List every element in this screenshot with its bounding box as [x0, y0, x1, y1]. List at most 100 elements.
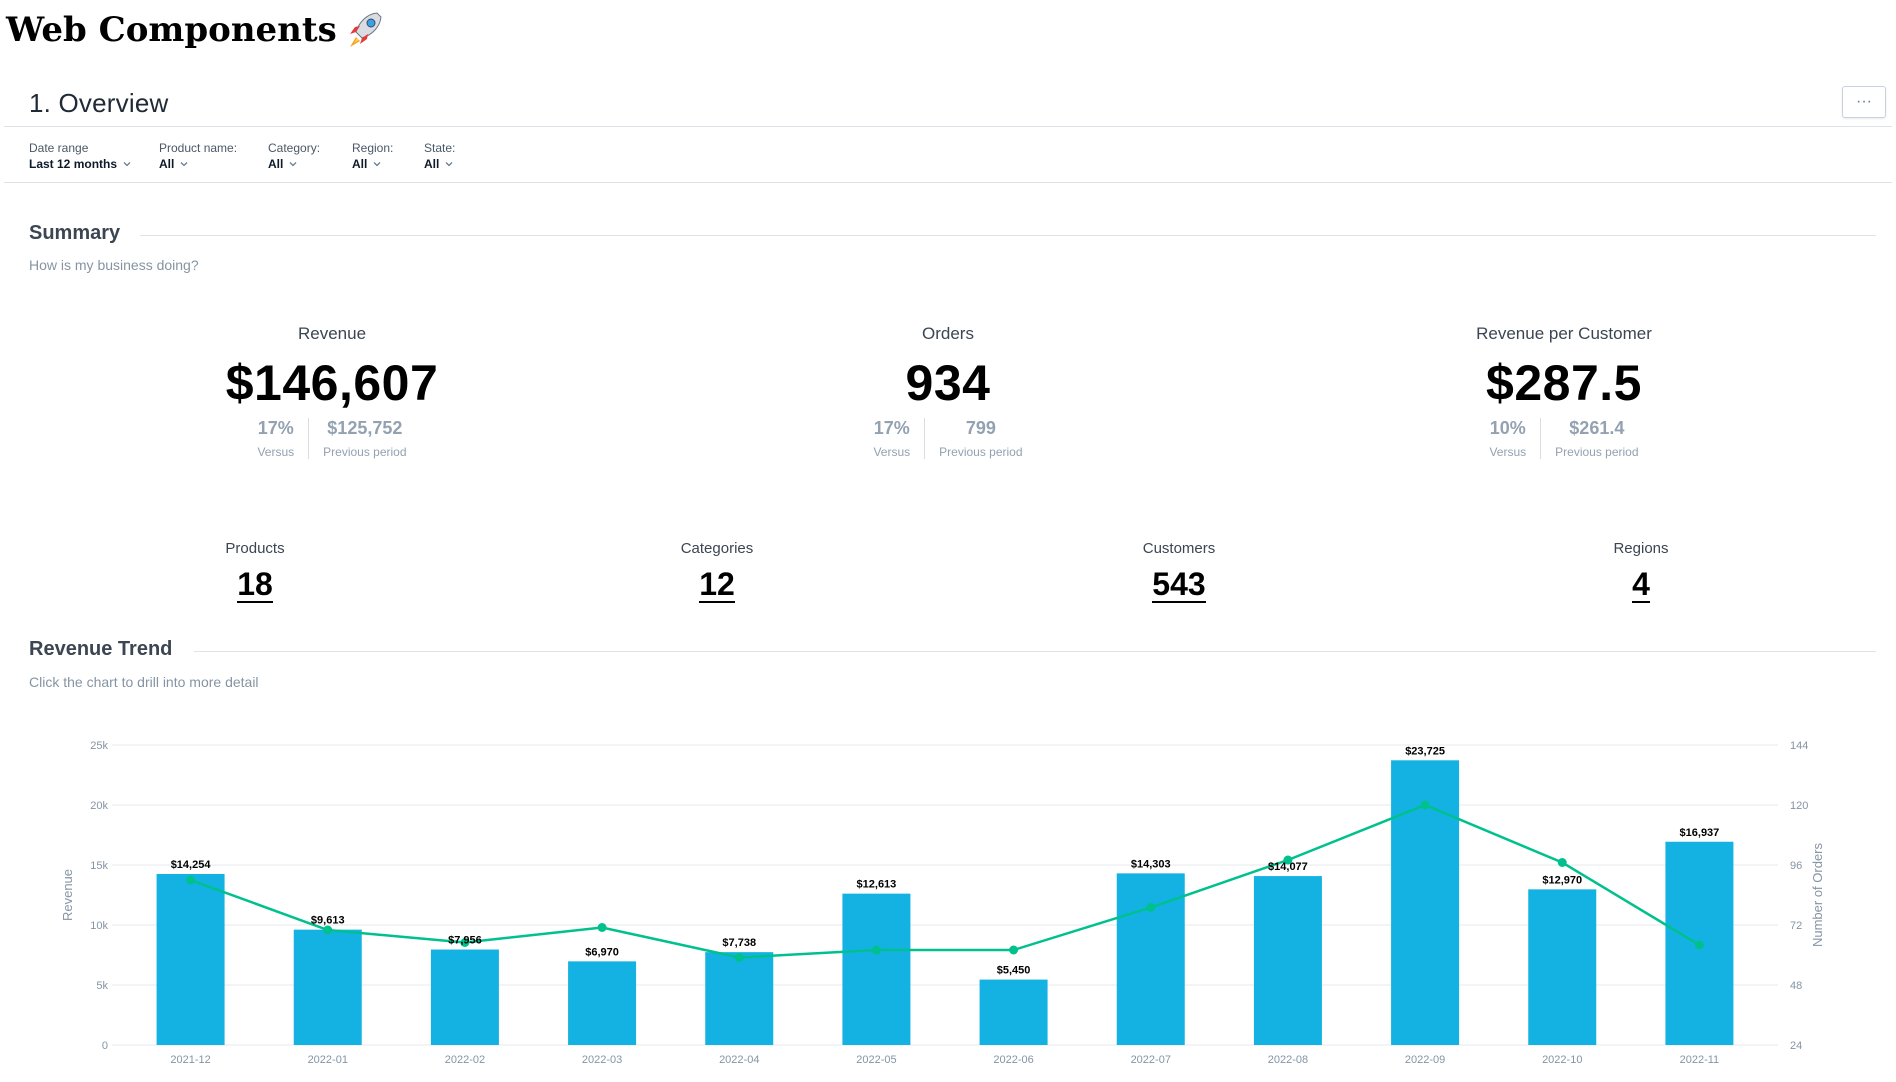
count-value[interactable]: 543: [1152, 566, 1206, 603]
kpi-change-label: Versus: [1489, 445, 1527, 459]
count-customers[interactable]: Customers 543: [1079, 540, 1279, 603]
summary-divider: [140, 235, 1876, 236]
orders-point: [460, 938, 470, 947]
count-label: Categories: [680, 540, 754, 557]
orders-point: [323, 925, 333, 935]
y-tick-label: 25k: [90, 740, 108, 752]
kpi-change-label: Versus: [873, 445, 911, 459]
revenue-trend-divider: [194, 651, 1876, 652]
kpi-change: 10%: [1489, 418, 1526, 438]
chevron-down-icon: [289, 162, 297, 167]
revenue-data-label: $7,956: [448, 935, 482, 947]
revenue-bar: [293, 929, 362, 1045]
filter-value: All: [352, 157, 368, 171]
revenue-data-label: $14,077: [1268, 861, 1308, 873]
filter-bar-divider: [4, 182, 1892, 183]
filter-region[interactable]: Region: All: [352, 140, 393, 172]
count-label: Regions: [1613, 540, 1669, 557]
revenue-trend-chart[interactable]: 0 5k 10k 15k 20k 25k 24 48 72 96 120 144 Revenue Numb…: [0, 725, 1896, 1075]
kpi-value: $287.5: [1486, 355, 1642, 411]
kpi-label: Revenue: [297, 324, 367, 343]
x-tick-label: 2022-06: [993, 1054, 1033, 1066]
revenue-bar: [1253, 876, 1322, 1045]
revenue-data-label: $16,937: [1680, 827, 1720, 839]
kpi-compare: 17% Versus $125,752 Previous period: [182, 418, 482, 459]
orders-point: [597, 923, 607, 932]
filter-category[interactable]: Category: All: [268, 140, 320, 172]
y2-axis-title: Number of Orders: [1810, 842, 1825, 947]
revenue-bar: [568, 961, 637, 1045]
revenue-bar: [705, 952, 774, 1045]
rocket-icon: [349, 12, 382, 47]
dashboard-title: 1. Overview: [29, 88, 169, 118]
kpi-label: Orders: [922, 324, 974, 343]
revenue-data-label: $23,725: [1405, 745, 1445, 757]
orders-point: [1557, 858, 1567, 867]
revenue-bar: [1528, 889, 1597, 1045]
filter-label: Product name:: [159, 141, 238, 155]
y2-tick-label: 144: [1790, 740, 1808, 752]
kpi-change: 17%: [257, 418, 294, 438]
x-tick-label: 2021-12: [170, 1054, 210, 1066]
summary-title: Summary: [29, 222, 121, 244]
kpi-previous: $261.4: [1569, 418, 1625, 438]
filter-date-range[interactable]: Date range Last 12 months: [29, 140, 132, 172]
page-heading: Web Components: [6, 10, 383, 50]
revenue-bar: [156, 873, 225, 1045]
count-regions[interactable]: Regions 4: [1541, 540, 1741, 603]
x-tick-label: 2022-09: [1405, 1054, 1445, 1066]
revenue-data-label: $14,303: [1131, 858, 1171, 870]
revenue-trend-subtitle: Click the chart to drill into more detai…: [29, 674, 259, 690]
orders-point: [871, 945, 881, 955]
x-tick-label: 2022-01: [308, 1054, 348, 1066]
orders-point: [734, 953, 744, 962]
x-tick-label: 2022-11: [1680, 1054, 1720, 1066]
kpi-previous: $125,752: [327, 418, 403, 438]
count-label: Products: [225, 540, 285, 557]
chevron-down-icon: [123, 162, 131, 167]
revenue-data-label: $6,970: [585, 946, 619, 958]
y-tick-label: 0: [102, 1040, 108, 1052]
count-categories[interactable]: Categories 12: [617, 540, 817, 603]
y-tick-label: 20k: [90, 800, 108, 812]
x-tick-label: 2022-10: [1542, 1054, 1582, 1066]
filter-value: All: [268, 157, 284, 171]
more-options-button[interactable]: ···: [1842, 86, 1886, 118]
y-tick-label: 5k: [96, 980, 108, 992]
count-value[interactable]: 12: [699, 566, 735, 603]
count-value[interactable]: 4: [1632, 566, 1650, 603]
orders-point: [1694, 940, 1704, 950]
x-tick-label: 2022-08: [1268, 1054, 1308, 1066]
filter-value: All: [424, 157, 440, 171]
y2-tick-label: 120: [1790, 800, 1808, 812]
kpi-previous-label: Previous period: [1555, 445, 1639, 459]
orders-point: [1420, 800, 1430, 810]
count-products[interactable]: Products 18: [155, 540, 355, 603]
chevron-down-icon: [445, 162, 453, 167]
filter-state[interactable]: State: All: [424, 140, 455, 172]
revenue-data-label: $14,254: [171, 859, 212, 871]
orders-point: [186, 875, 196, 885]
revenue-bar: [979, 979, 1048, 1045]
x-tick-label: 2022-07: [1131, 1054, 1171, 1066]
kpi-value: 934: [905, 355, 991, 411]
filter-product-name[interactable]: Product name: All: [159, 140, 237, 172]
kpi-previous-label: Previous period: [323, 445, 407, 459]
header-divider: [4, 126, 1892, 127]
y-tick-label: 15k: [90, 860, 108, 872]
revenue-trend-title: Revenue Trend: [29, 638, 173, 660]
count-value[interactable]: 18: [237, 566, 273, 603]
kpi-previous-label: Previous period: [939, 445, 1023, 459]
orders-point: [1009, 945, 1019, 955]
kpi-change-label: Versus: [257, 445, 295, 459]
y-axis-title: Revenue: [60, 869, 75, 921]
x-tick-label: 2022-05: [856, 1054, 896, 1066]
y2-tick-label: 96: [1790, 860, 1802, 872]
kpi-value: $146,607: [225, 355, 439, 411]
kpi-previous: 799: [965, 418, 996, 438]
y2-tick-label: 48: [1790, 980, 1802, 992]
revenue-bar: [430, 949, 499, 1045]
revenue-data-label: $9,613: [311, 915, 345, 927]
filter-label: Date range: [29, 141, 89, 155]
revenue-data-label: $12,613: [857, 879, 897, 891]
